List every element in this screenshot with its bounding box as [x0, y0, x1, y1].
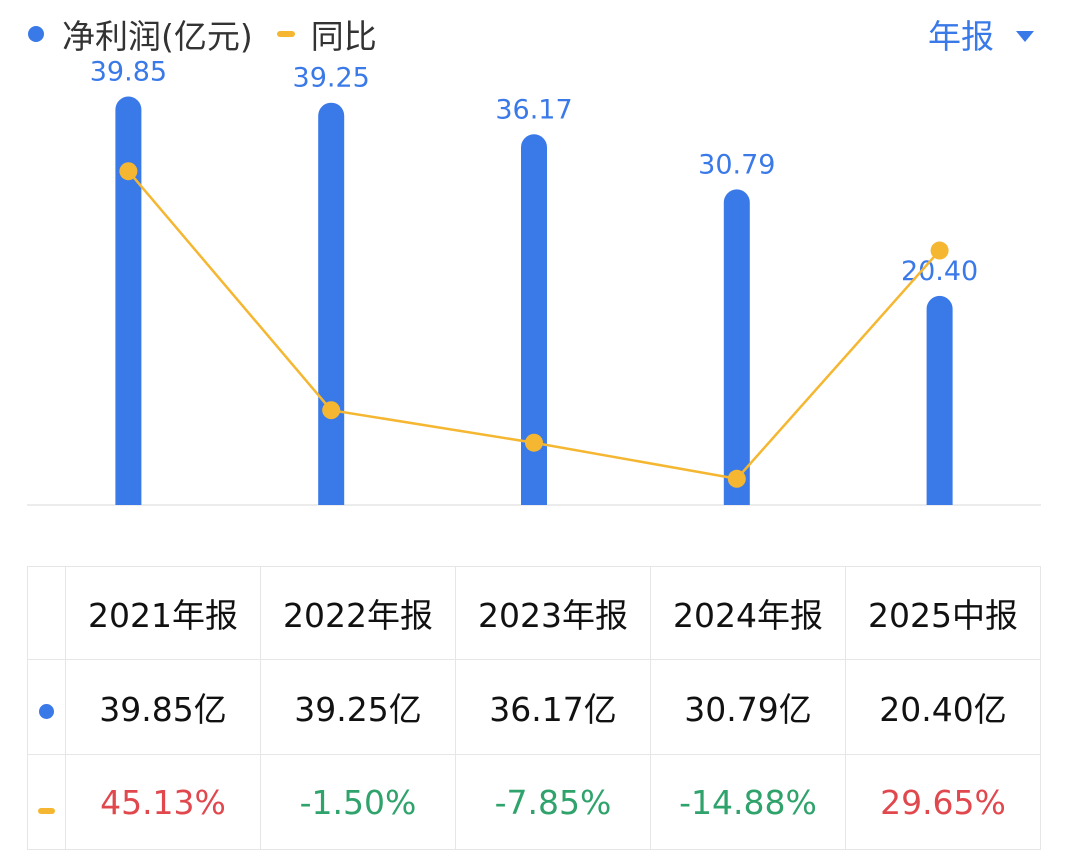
chart-legend: 净利润(亿元) 同比: [28, 12, 401, 56]
legend-profit-dot-icon: [28, 26, 44, 42]
bar-value-label: 36.17: [495, 94, 572, 125]
bar: [723, 189, 750, 505]
yoy-point: [119, 162, 138, 181]
legend-item-profit: 净利润(亿元): [28, 10, 253, 58]
bar: [926, 295, 953, 505]
table-header-row: 2021年报 2022年报 2023年报 2024年报 2025中报: [27, 566, 1041, 660]
table-row-yoy: 45.13% -1.50% -7.85% -14.88% 29.65%: [27, 754, 1041, 850]
profit-cell: 20.40亿: [845, 659, 1041, 755]
yoy-cell: 29.65%: [845, 754, 1041, 850]
bar-value-label: 39.85: [90, 57, 167, 88]
row-marker-cell: [27, 659, 66, 755]
profit-cell: 39.85亿: [65, 659, 261, 755]
period-selector[interactable]: 年报: [928, 12, 1034, 56]
legend-yoy-label: 同比: [310, 17, 377, 56]
yoy-cell: 45.13%: [65, 754, 261, 850]
table-header-cell: 2025中报: [845, 566, 1041, 660]
bar: [318, 102, 345, 506]
bar: [521, 134, 547, 506]
profit-chart: 39.85 39.25 36.17 30.79 20.40: [27, 57, 1041, 506]
caret-down-icon: [1016, 30, 1034, 42]
data-table: 2021年报 2022年报 2023年报 2024年报 2025中报 39.85…: [27, 566, 1041, 850]
legend-profit-label: 净利润(亿元): [62, 17, 253, 56]
profit-cell: 30.79亿: [650, 659, 846, 755]
bar-value-label: 30.79: [698, 149, 775, 180]
yoy-dash-icon: [38, 807, 55, 814]
bar-value-label: 39.25: [293, 63, 370, 94]
profit-dot-icon: [39, 703, 54, 719]
table-header-cell: 2022年报: [260, 566, 456, 660]
table-header-cell: 2021年报: [65, 566, 261, 660]
table-header-cell: 2023年报: [455, 566, 651, 660]
profit-cell: 39.25亿: [260, 659, 456, 755]
yoy-point: [727, 469, 746, 488]
yoy-cell: -14.88%: [650, 754, 846, 850]
yoy-point: [930, 241, 949, 260]
yoy-cell: -1.50%: [260, 754, 456, 850]
legend-yoy-dash-icon: [276, 31, 295, 37]
bar-value-label: 20.40: [901, 256, 978, 287]
yoy-point: [322, 401, 341, 420]
table-row-profit: 39.85亿 39.25亿 36.17亿 30.79亿 20.40亿: [27, 659, 1041, 755]
table-header-cell: 2024年报: [650, 566, 846, 660]
yoy-cell: -7.85%: [455, 754, 651, 850]
period-selector-label: 年报: [928, 17, 994, 56]
legend-item-yoy: 同比: [276, 10, 377, 58]
header-marker-cell: [27, 566, 66, 660]
row-marker-cell: [27, 754, 66, 850]
bar: [115, 96, 142, 505]
yoy-point: [525, 433, 543, 452]
profit-cell: 36.17亿: [455, 659, 651, 755]
